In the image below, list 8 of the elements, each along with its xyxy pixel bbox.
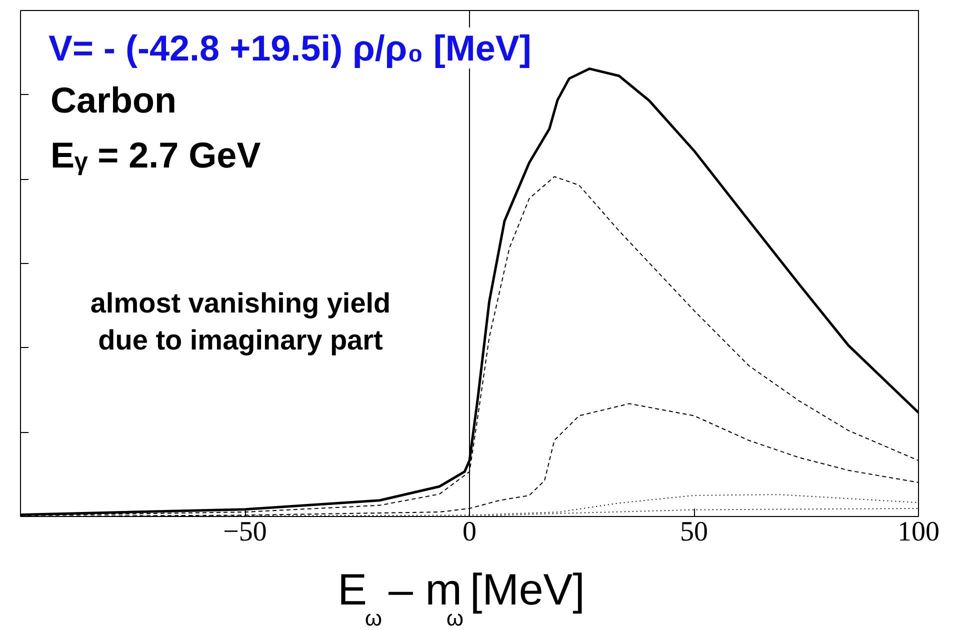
x-tick-label: 50 (680, 516, 708, 548)
annotation: Carbon (50, 80, 176, 120)
chart-title: V= - (-42.8 +19.5i) ρ/ρ₀ [MeV] (48, 28, 532, 68)
x-tick-label: 0 (462, 516, 476, 548)
x-tick-label: 100 (898, 516, 940, 548)
annotation: Eᵧ = 2.7 GeV (50, 134, 261, 176)
x-tick-label: −50 (223, 516, 267, 548)
annotation: almost vanishing yield due to imaginary part (90, 287, 391, 356)
